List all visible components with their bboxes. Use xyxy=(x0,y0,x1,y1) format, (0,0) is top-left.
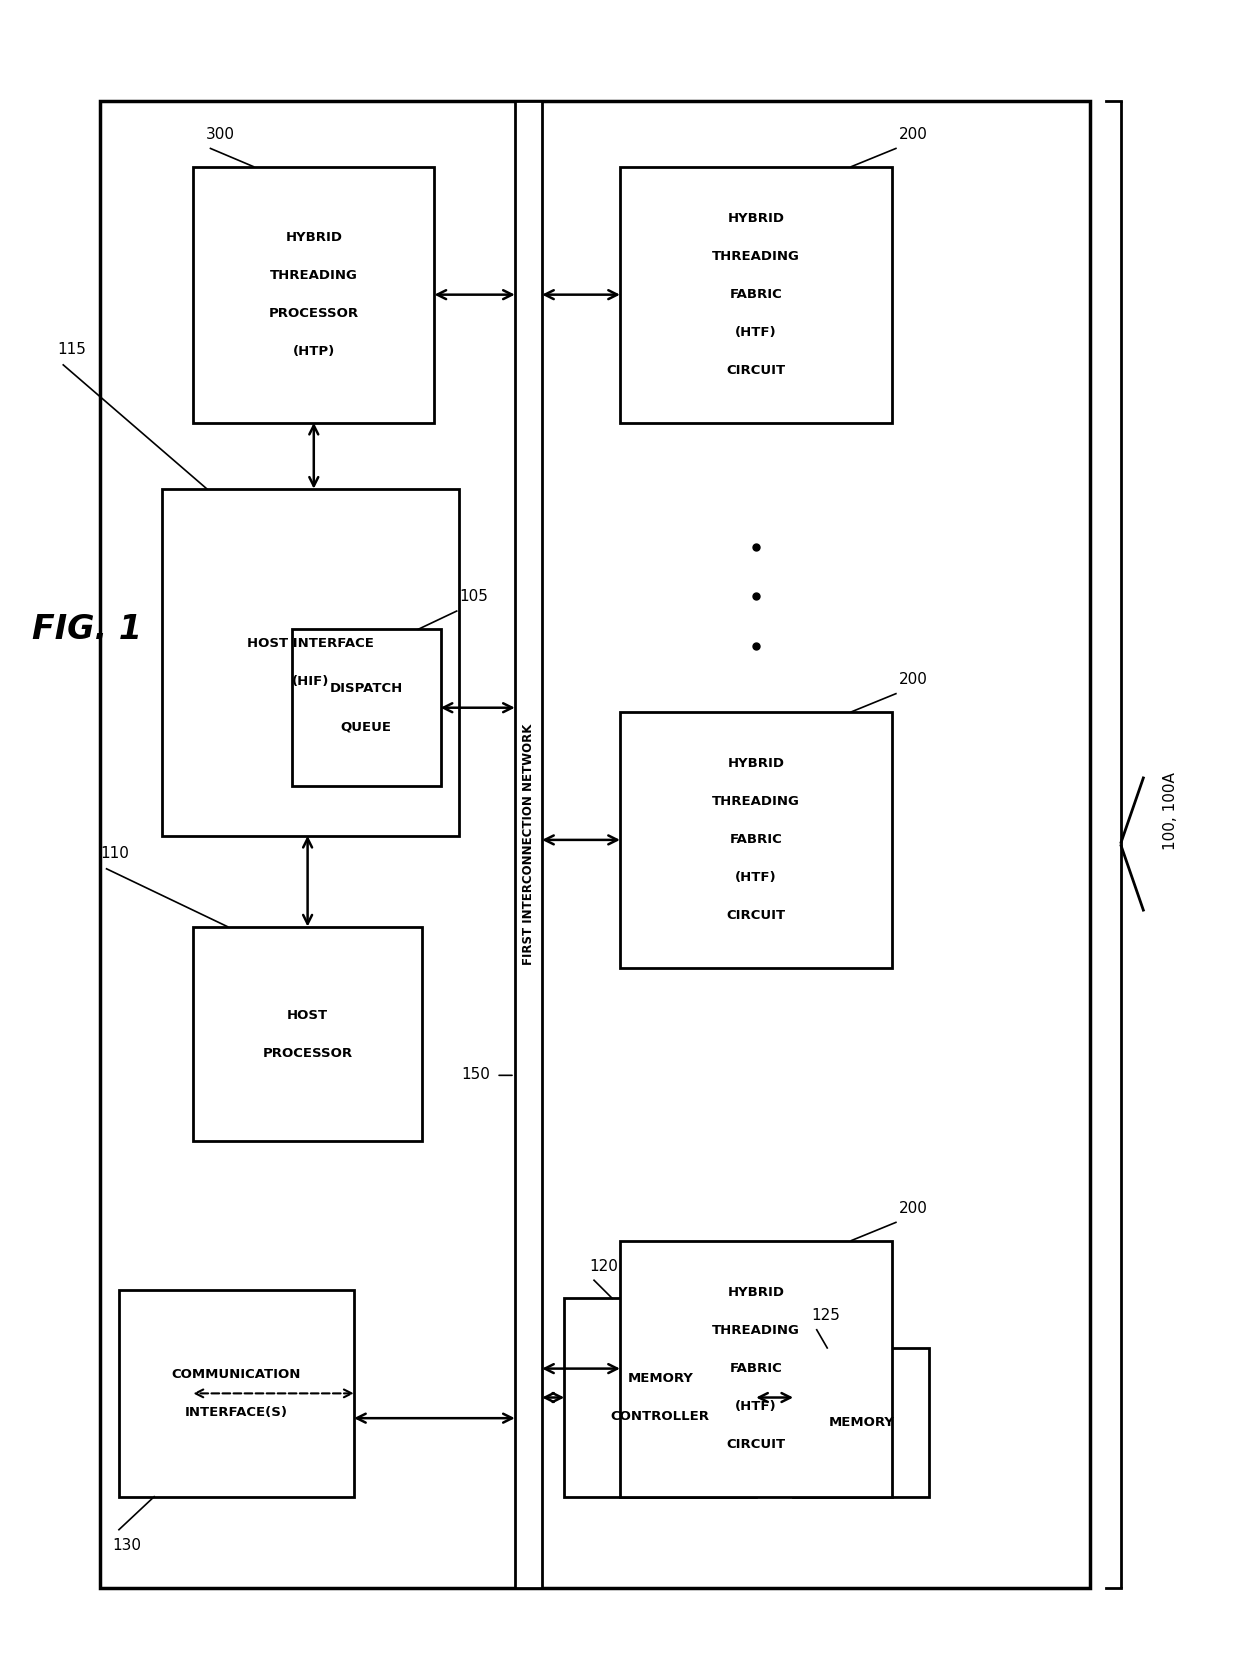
Text: INTERFACE(S): INTERFACE(S) xyxy=(185,1405,288,1418)
Text: HYBRID: HYBRID xyxy=(728,212,785,225)
Text: FIG. 1: FIG. 1 xyxy=(32,612,143,645)
Bar xyxy=(100,101,1090,1587)
Bar xyxy=(620,167,893,422)
Bar xyxy=(193,927,422,1142)
Text: CONTROLLER: CONTROLLER xyxy=(611,1410,709,1423)
Bar xyxy=(193,167,434,422)
Text: (HTP): (HTP) xyxy=(293,346,335,357)
Text: PROCESSOR: PROCESSOR xyxy=(269,308,358,319)
Bar xyxy=(620,1241,893,1496)
Text: 115: 115 xyxy=(57,341,86,356)
Text: 130: 130 xyxy=(113,1537,141,1552)
Text: HYBRID: HYBRID xyxy=(285,232,342,245)
Text: MEMORY: MEMORY xyxy=(627,1372,693,1385)
Text: (HTF): (HTF) xyxy=(735,1400,777,1413)
Text: 105: 105 xyxy=(459,589,489,604)
Text: (HTF): (HTF) xyxy=(735,872,777,884)
Bar xyxy=(515,101,542,1587)
Text: 125: 125 xyxy=(812,1307,841,1322)
Text: HOST: HOST xyxy=(286,1008,329,1021)
Text: 200: 200 xyxy=(898,127,928,142)
Text: COMMUNICATION: COMMUNICATION xyxy=(172,1369,301,1380)
Text: THREADING: THREADING xyxy=(712,796,800,808)
Text: HOST INTERFACE: HOST INTERFACE xyxy=(247,637,374,650)
Text: 300: 300 xyxy=(206,127,234,142)
Text: HYBRID: HYBRID xyxy=(728,1286,785,1299)
Bar xyxy=(794,1347,929,1496)
Text: CIRCUIT: CIRCUIT xyxy=(727,364,786,377)
Text: 100, 100A: 100, 100A xyxy=(1163,771,1178,851)
Bar xyxy=(119,1291,353,1496)
Text: DISPATCH: DISPATCH xyxy=(330,682,403,695)
Text: THREADING: THREADING xyxy=(712,1324,800,1337)
Text: HYBRID: HYBRID xyxy=(728,758,785,770)
Text: (HTF): (HTF) xyxy=(735,326,777,339)
Bar xyxy=(620,712,893,968)
Text: QUEUE: QUEUE xyxy=(341,720,392,733)
Text: 200: 200 xyxy=(898,1202,928,1216)
Text: FABRIC: FABRIC xyxy=(729,288,782,301)
Text: THREADING: THREADING xyxy=(712,250,800,263)
Text: 120: 120 xyxy=(589,1258,618,1274)
Text: 110: 110 xyxy=(100,846,129,861)
Text: THREADING: THREADING xyxy=(270,270,357,281)
Bar xyxy=(564,1299,756,1496)
Text: CIRCUIT: CIRCUIT xyxy=(727,909,786,922)
Text: FABRIC: FABRIC xyxy=(729,1362,782,1375)
Text: 200: 200 xyxy=(898,672,928,687)
Text: (HIF): (HIF) xyxy=(291,675,330,688)
Text: 150: 150 xyxy=(461,1067,490,1082)
Text: CIRCUIT: CIRCUIT xyxy=(727,1438,786,1451)
Text: MEMORY: MEMORY xyxy=(828,1415,894,1428)
Text: FIRST INTERCONNECTION NETWORK: FIRST INTERCONNECTION NETWORK xyxy=(522,723,534,965)
Bar xyxy=(293,629,440,786)
Bar xyxy=(162,488,459,836)
Text: PROCESSOR: PROCESSOR xyxy=(263,1046,352,1059)
Text: FABRIC: FABRIC xyxy=(729,834,782,846)
